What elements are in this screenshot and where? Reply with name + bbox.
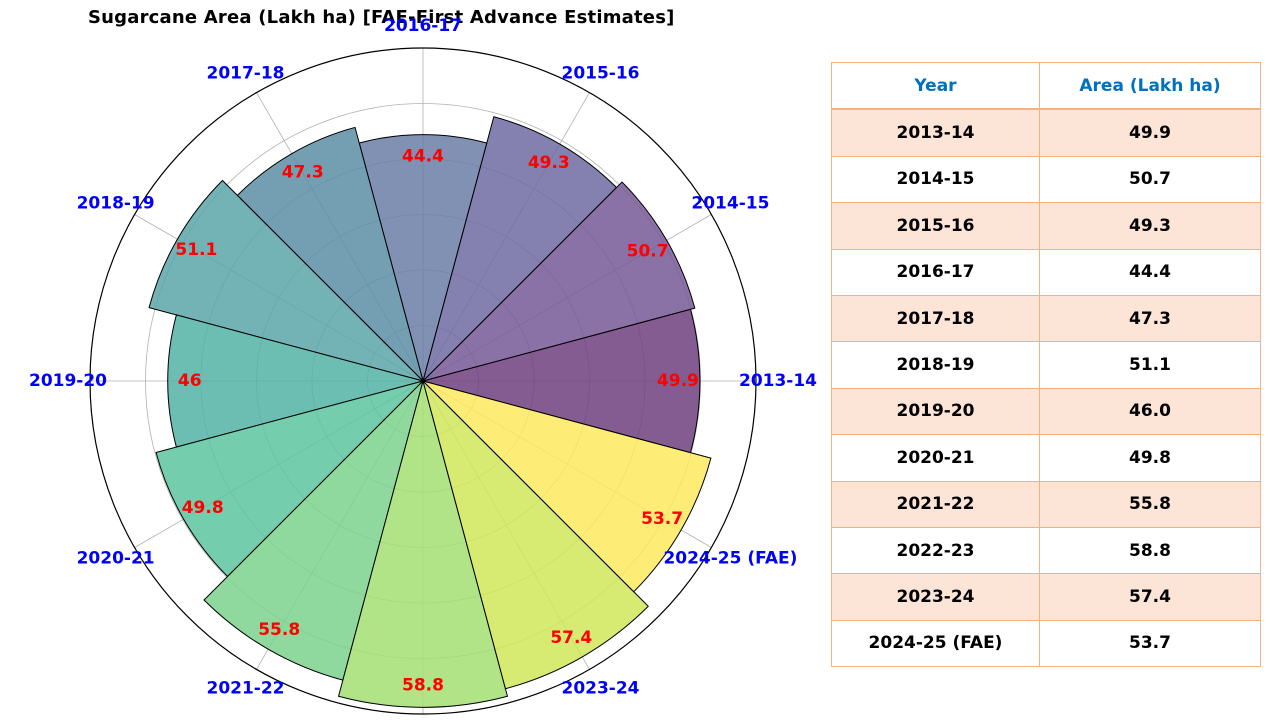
bar-2019-20 [167, 314, 425, 448]
bar-2022-23 [337, 379, 509, 708]
polar-bar-chart: 2013-14 2014-15 2015-16 2016-17 2017-18 2018-… [29, 16, 817, 715]
table-cell-area: 58.8 [1039, 526, 1261, 575]
table-cell-area: 44.4 [1039, 248, 1261, 296]
table-row: 2018-19 51.1 [831, 341, 1261, 389]
value-label: 57.4 [550, 628, 592, 648]
table-cell-area: 50.7 [1039, 155, 1261, 204]
table-row: 2022-23 58.8 [831, 526, 1261, 575]
table-cell-year: 2024-25 (FAE) [831, 619, 1040, 668]
bar-2013-14 [421, 308, 701, 454]
value-label: 49.9 [657, 371, 699, 391]
table-cell-year: 2013-14 [831, 108, 1040, 157]
table-header-area: Area (Lakh ha) [1039, 62, 1261, 111]
table-cell-area: 46.0 [1039, 387, 1261, 436]
table-cell-year: 2022-23 [831, 526, 1040, 575]
table-row: 2023-24 57.4 [831, 573, 1261, 621]
bar-2021-22 [203, 379, 424, 681]
table-cell-area: 49.3 [1039, 202, 1261, 250]
table-row: 2019-20 46.0 [831, 387, 1261, 436]
value-label: 49.3 [528, 153, 570, 173]
value-label: 53.7 [641, 509, 683, 529]
table-cell-area: 51.1 [1039, 341, 1261, 389]
table-header-row: Year Area (Lakh ha) [831, 62, 1261, 111]
table-row: 2021-22 55.8 [831, 480, 1261, 528]
table-row: 2013-14 49.9 [831, 108, 1261, 157]
table-cell-year: 2018-19 [831, 341, 1040, 389]
category-label: 2024-25 (FAE) [663, 549, 797, 569]
category-label: 2013-14 [739, 371, 817, 391]
table-row: 2024-25 (FAE) 53.7 [831, 619, 1261, 668]
category-label: 2017-18 [206, 64, 284, 84]
table-row: 2014-15 50.7 [831, 155, 1261, 204]
bar-2023-24 [422, 379, 649, 690]
value-label: 49.8 [182, 498, 224, 518]
table-cell-area: 47.3 [1039, 294, 1261, 343]
table-cell-area: 55.8 [1039, 480, 1261, 528]
table-header-year: Year [831, 62, 1040, 111]
category-label: 2020-21 [77, 549, 155, 569]
bar-2015-16 [422, 116, 618, 383]
table-cell-area: 49.9 [1039, 108, 1261, 157]
table-row: 2016-17 44.4 [831, 248, 1261, 296]
value-label: 55.8 [258, 620, 300, 640]
table-cell-year: 2023-24 [831, 573, 1040, 621]
value-label: 51.1 [175, 240, 217, 260]
bar-2018-19 [148, 179, 425, 382]
value-label: 44.4 [402, 147, 444, 167]
category-label: 2021-22 [206, 678, 284, 698]
table-row: 2015-16 49.3 [831, 202, 1261, 250]
bar-2014-15 [421, 181, 696, 382]
bar-2016-17 [358, 134, 488, 383]
value-label: 46 [178, 371, 202, 391]
table-cell-year: 2017-18 [831, 294, 1040, 343]
area-data-table: Year Area (Lakh ha) 2013-14 49.9 2014-15 5… [831, 62, 1261, 668]
table-row: 2020-21 49.8 [831, 434, 1261, 482]
table-cell-year: 2020-21 [831, 434, 1040, 482]
table-cell-year: 2015-16 [831, 202, 1040, 250]
table-cell-area: 57.4 [1039, 573, 1261, 621]
table-cell-year: 2014-15 [831, 155, 1040, 204]
category-label: 2023-24 [561, 678, 639, 698]
table-cell-area: 53.7 [1039, 619, 1261, 668]
table-cell-area: 49.8 [1039, 434, 1261, 482]
value-label: 58.8 [402, 675, 444, 695]
value-label: 50.7 [627, 241, 669, 261]
table-cell-year: 2016-17 [831, 248, 1040, 296]
category-label: 2015-16 [561, 64, 639, 84]
chart-title: Sugarcane Area (Lakh ha) [FAE-First Adva… [88, 7, 675, 28]
polar-frame [89, 47, 757, 715]
bar-2020-21 [155, 380, 425, 578]
category-label: 2018-19 [77, 194, 155, 214]
category-label: 2014-15 [691, 194, 769, 214]
bar-2024-25-fae [421, 380, 712, 593]
table-cell-year: 2019-20 [831, 387, 1040, 436]
category-label: 2016-17 [384, 16, 462, 36]
table-row: 2017-18 47.3 [831, 294, 1261, 343]
value-label: 47.3 [282, 163, 324, 183]
category-label: 2019-20 [29, 371, 107, 391]
table-cell-year: 2021-22 [831, 480, 1040, 528]
bar-2017-18 [236, 126, 424, 383]
